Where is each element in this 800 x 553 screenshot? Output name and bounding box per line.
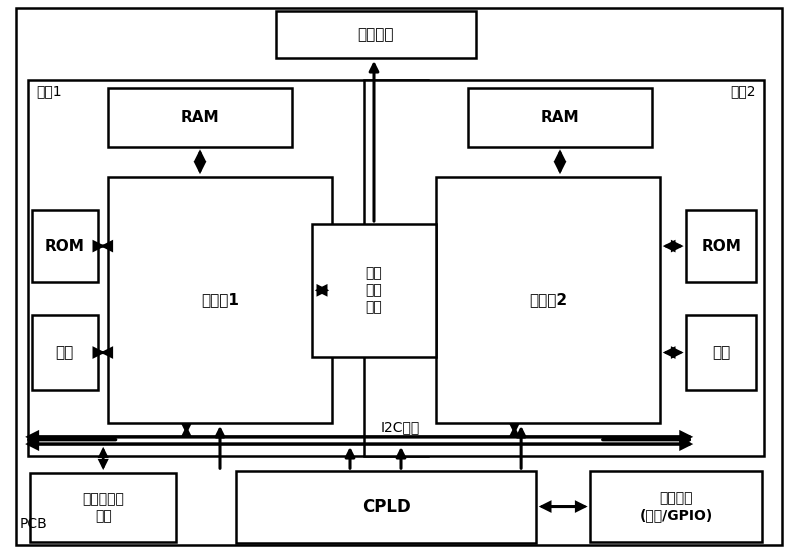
Text: 系统2: 系统2 xyxy=(730,85,756,98)
Bar xyxy=(468,88,652,147)
Bar xyxy=(686,315,756,390)
Text: RAM: RAM xyxy=(181,110,219,125)
Text: 音视频采集
芯片: 音视频采集 芯片 xyxy=(82,492,124,523)
Bar xyxy=(28,80,428,456)
Bar xyxy=(364,80,764,456)
Bar xyxy=(32,210,98,282)
Bar xyxy=(686,210,756,282)
Bar xyxy=(30,473,176,542)
Text: 共享外设
(串口/GPIO): 共享外设 (串口/GPIO) xyxy=(639,491,713,522)
Text: RAM: RAM xyxy=(541,110,579,125)
Bar xyxy=(590,471,762,542)
Bar xyxy=(108,177,332,423)
Text: 网络
交换
芯片: 网络 交换 芯片 xyxy=(366,266,382,315)
Bar xyxy=(108,88,292,147)
Text: 处理器1: 处理器1 xyxy=(201,293,239,307)
Text: 系统1: 系统1 xyxy=(36,85,62,98)
Bar xyxy=(436,177,660,423)
Text: PCB: PCB xyxy=(20,517,48,531)
Text: I2C总线: I2C总线 xyxy=(380,420,420,434)
Text: ROM: ROM xyxy=(702,238,741,254)
Text: 外部网络: 外部网络 xyxy=(358,27,394,42)
Text: 外设: 外设 xyxy=(712,345,730,360)
Text: ROM: ROM xyxy=(45,238,85,254)
Bar xyxy=(236,471,536,543)
Text: 处理器2: 处理器2 xyxy=(529,293,567,307)
Bar xyxy=(32,315,98,390)
Text: 外设: 外设 xyxy=(56,345,74,360)
Bar xyxy=(276,11,476,58)
Bar xyxy=(312,224,436,357)
Text: CPLD: CPLD xyxy=(362,498,410,516)
